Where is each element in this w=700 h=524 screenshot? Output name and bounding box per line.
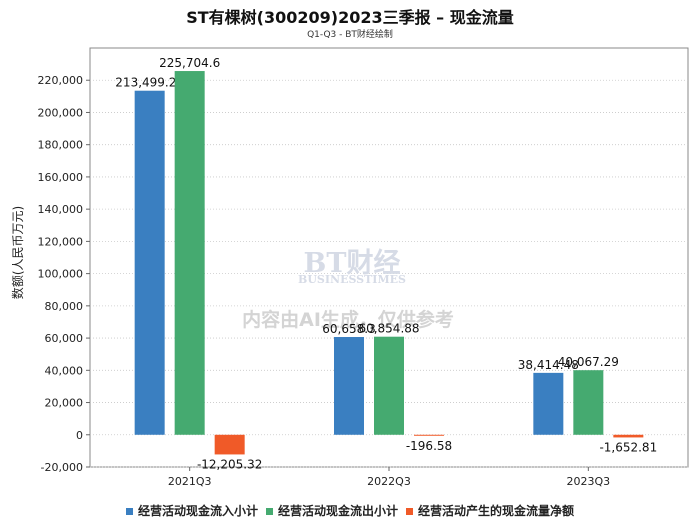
legend-item: 经营活动产生的现金流量净额 xyxy=(406,502,574,519)
y-tick-label: 60,000 xyxy=(45,332,84,345)
legend-item: 经营活动现金流出小计 xyxy=(265,502,398,519)
bar xyxy=(573,370,604,435)
y-tick-label: 120,000 xyxy=(38,235,84,248)
chart-legend: 经营活动现金流入小计 经营活动现金流出小计 经营活动产生的现金流量净额 xyxy=(0,502,700,519)
y-tick-label: 180,000 xyxy=(38,139,84,152)
bar xyxy=(414,434,444,436)
watermark-brand-en: BUSINESSTIMES xyxy=(298,273,406,286)
bar xyxy=(374,336,404,435)
bar xyxy=(174,71,205,435)
data-label: 40,067.29 xyxy=(558,355,619,369)
y-tick-label: 80,000 xyxy=(45,300,84,313)
y-tick-label: 140,000 xyxy=(38,203,84,216)
chart-subtitle: Q1-Q3 - BT财经绘制 xyxy=(307,30,393,40)
y-tick-label: 40,000 xyxy=(45,364,84,377)
bar xyxy=(334,337,364,435)
legend-swatch xyxy=(125,508,133,515)
watermark-brand: BT财经 xyxy=(304,247,401,279)
y-tick-label: 20,000 xyxy=(45,397,84,410)
chart-title: ST有棵树(300209)2023三季报 – 现金流量 xyxy=(186,8,514,27)
legend-swatch xyxy=(406,508,413,515)
bar xyxy=(214,434,245,455)
legend-label: 经营活动产生的现金流量净额 xyxy=(418,504,575,518)
legend-item: 经营活动现金流入小计 xyxy=(125,502,258,519)
bar xyxy=(533,372,564,435)
data-label: -196.58 xyxy=(406,439,452,453)
legend-label: 经营活动现金流入小计 xyxy=(137,504,258,518)
x-tick-label: 2022Q3 xyxy=(367,475,411,488)
y-tick-label: 160,000 xyxy=(38,171,84,184)
data-label: 60,854.88 xyxy=(358,322,419,336)
y-tick-label: 0 xyxy=(76,429,83,442)
y-tick-label: 200,000 xyxy=(38,106,84,119)
legend-label: 经营活动现金流出小计 xyxy=(277,504,398,518)
y-tick-label: 220,000 xyxy=(38,74,84,87)
legend-swatch xyxy=(265,508,273,515)
data-label: 213,499.29 xyxy=(115,76,184,90)
bar xyxy=(613,434,644,438)
y-tick-label: 100,000 xyxy=(38,268,84,281)
data-label: 225,704.6 xyxy=(159,56,220,70)
x-tick-label: 2023Q3 xyxy=(567,475,611,488)
data-label: 60,658.3 xyxy=(322,322,375,336)
x-tick-label: 2021Q3 xyxy=(168,475,212,488)
y-tick-label: -20,000 xyxy=(41,461,83,474)
data-label: 38,414.48 xyxy=(518,358,579,372)
watermark-notice: 内容由AI生成，仅供参考 xyxy=(242,308,454,331)
data-label: -1,652.81 xyxy=(599,440,657,454)
bar xyxy=(134,90,165,435)
y-axis-label: 数额(人民币万元) xyxy=(10,206,25,299)
data-label: -12,205.32 xyxy=(197,457,262,471)
